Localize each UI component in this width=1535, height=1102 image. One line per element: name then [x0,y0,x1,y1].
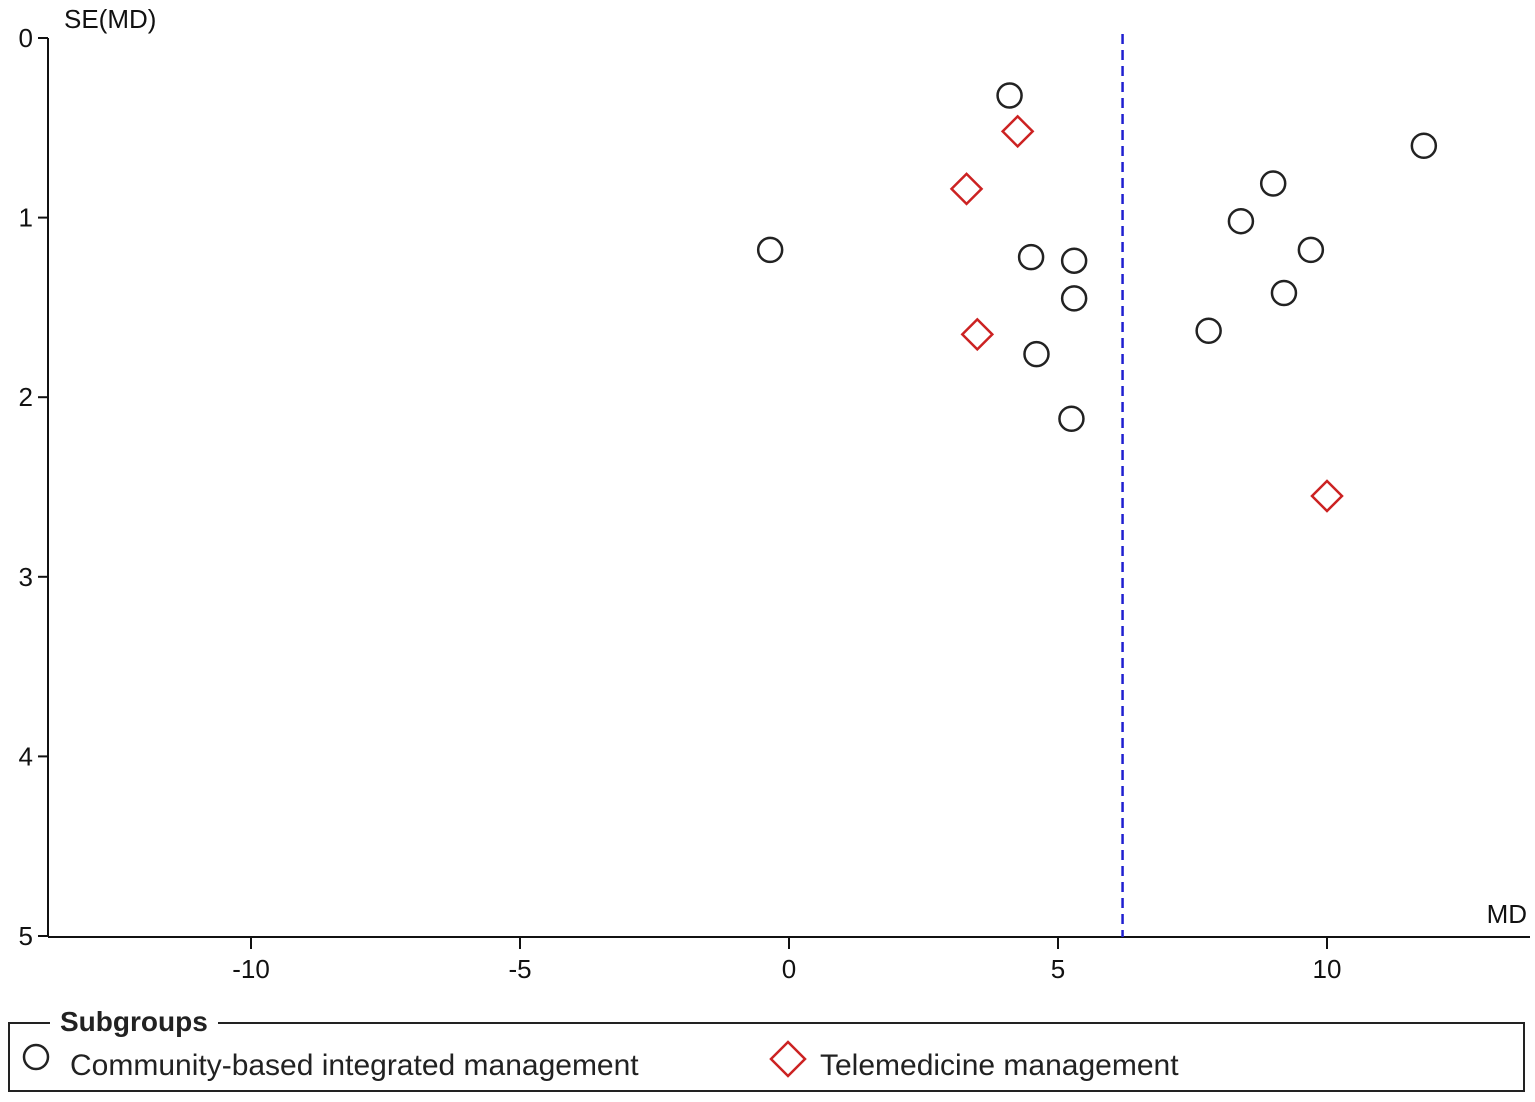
circle-point [1023,340,1050,368]
legend-label-telemedicine: Telemedicine management [820,1049,1179,1082]
x-tick-label: 10 [1313,954,1342,984]
y-tick-label: 1 [19,203,33,233]
x-tick-label: 5 [1051,954,1065,984]
diamond-icon [769,1040,807,1078]
circle-point [1195,317,1222,344]
y-tick-label: 2 [19,382,33,412]
x-tick-label: 0 [782,954,796,984]
circle-point [756,236,784,264]
circle-point [996,82,1023,109]
funnel-plot: 0 1 2 3 4 5 -10 -5 0 5 10 SE(MD) MD [19,4,1530,984]
y-tick-label: 5 [19,921,33,951]
legend-item-community: Community-based integrated management [18,1040,639,1082]
y-tick-label: 3 [19,562,33,592]
circle-point [1270,279,1298,307]
circle-point [1410,132,1438,160]
legend-title: Subgroups [50,1006,218,1038]
circle-point [1058,405,1085,433]
circle-point [1060,247,1088,274]
legend-box [8,1022,1525,1092]
y-axis-label: SE(MD) [64,4,156,34]
diamond-point [1310,479,1344,513]
axes: 0 1 2 3 4 5 -10 -5 0 5 10 [19,23,1530,984]
circle-point [1060,285,1088,312]
diamond-point [960,317,995,352]
legend-item-telemedicine: Telemedicine management [768,1040,1179,1082]
diamond-point [949,172,984,206]
x-axis-label: MD [1487,899,1527,929]
circle-point [1297,236,1325,264]
legend-label-community: Community-based integrated management [70,1049,639,1082]
circle-point [1227,207,1255,235]
diamond-point [1000,114,1035,149]
circle-icon [22,1043,50,1071]
data-points [756,82,1438,513]
x-tick-label: -10 [232,954,270,984]
x-tick-label: -5 [508,954,531,984]
y-tick-label: 0 [19,23,33,53]
circle-point [1017,243,1045,271]
y-tick-label: 4 [19,741,33,771]
circle-point [1259,170,1287,197]
